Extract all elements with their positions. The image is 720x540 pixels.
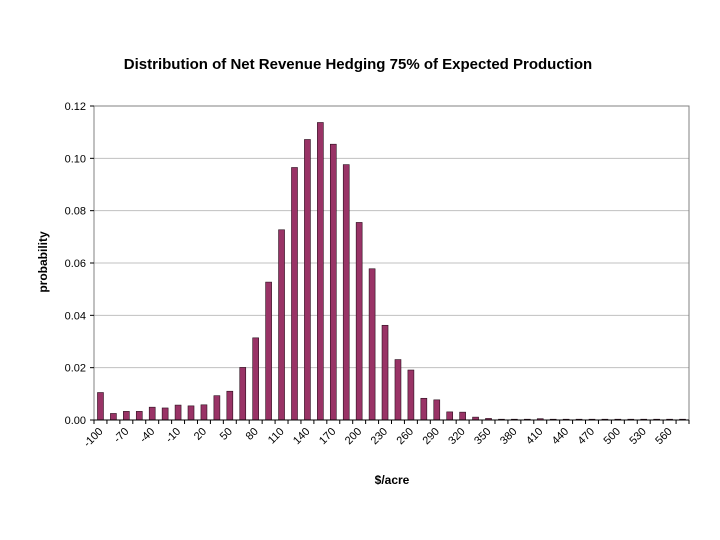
x-tick-label: 560 [653,426,674,447]
bar-275 [420,397,428,421]
y-tick-label: 0.00 [65,415,86,427]
x-tick-label: 500 [602,426,623,447]
bar-125 [291,167,298,421]
x-tick-label: 380 [498,426,519,447]
bar-215 [368,268,376,421]
x-tick-label: 320 [446,426,467,447]
bar-20 [200,404,208,421]
bar-200 [355,222,363,421]
bar-110 [278,229,285,421]
bar-65 [239,367,247,421]
chart-title: Distribution of Net Revenue Hedging 75% … [124,56,592,73]
y-axis-label: probability [36,231,50,293]
bar-320 [459,411,466,421]
x-tick-label: 230 [369,426,390,447]
x-tick-label: 290 [420,426,441,447]
bar--85 [110,413,117,421]
x-tick-label: -70 [112,426,132,446]
x-tick-label: 530 [627,426,648,447]
bar--10 [174,404,182,421]
bar-140 [304,139,311,421]
x-tick-label: 440 [550,426,571,447]
y-tick-label: 0.08 [65,206,86,218]
bar--100 [97,392,104,421]
x-tick-label: 410 [524,426,545,447]
bar-80 [252,337,259,421]
y-tick-label: 0.04 [65,310,86,322]
bar-5 [187,405,195,421]
x-tick-label: 140 [291,426,312,447]
x-tick-label: -40 [138,426,158,446]
y-axis-ticks: 0.00 0.02 0.04 0.06 0.08 0.10 0.12 [65,101,94,427]
x-tick-label: 110 [266,426,287,447]
gridlines [94,157,689,369]
x-tick-label: 80 [244,426,261,443]
bar--25 [161,407,169,421]
y-tick-label: 0.12 [65,101,86,113]
y-tick-label: 0.06 [65,258,86,270]
x-tick-label: 50 [218,426,235,443]
y-tick-label: 0.10 [65,153,86,165]
x-axis-ticks: -100 -70 -40 -10 20 50 80 110 140 170 200 230 260 290… [82,419,690,450]
x-tick-label: 470 [576,426,597,447]
x-tick-label: 260 [395,426,416,447]
x-tick-label: -10 [163,426,183,446]
x-tick-label: -100 [82,426,106,450]
bar-170 [329,143,337,421]
x-tick-label: 200 [343,426,364,447]
bar-305 [446,411,454,421]
bar--70 [123,411,130,421]
bar-260 [407,369,415,421]
bar-95 [265,281,272,421]
bar-245 [394,359,402,421]
bar-35 [213,395,221,421]
y-tick-label: 0.02 [65,363,86,375]
bar-50 [226,390,234,421]
bar-155 [317,122,324,421]
bar--55 [135,411,143,421]
x-tick-label: 350 [472,426,493,447]
bar--40 [148,406,156,421]
x-tick-label: 20 [192,426,209,443]
x-tick-label: 170 [317,426,338,447]
bar-185 [342,164,350,421]
bar-290 [433,399,441,421]
bar-230 [381,324,389,421]
x-axis-label: $/acre [375,473,410,487]
